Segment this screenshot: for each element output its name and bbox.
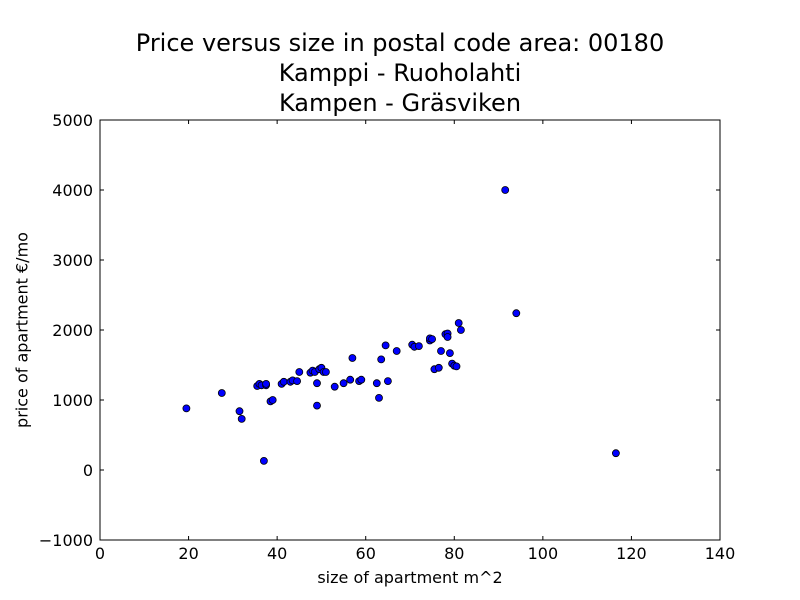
data-point [392, 347, 401, 355]
data-point [377, 355, 386, 364]
data-point [428, 335, 437, 344]
data-point [217, 389, 226, 397]
data-point [279, 377, 288, 386]
data-point [452, 362, 461, 371]
data-point [372, 379, 381, 388]
x-tick-label: 120 [616, 544, 647, 563]
data-point [414, 342, 423, 351]
data-point [295, 368, 304, 376]
data-point [268, 396, 277, 404]
data-point [235, 407, 244, 416]
y-tick-label: 2000 [52, 321, 93, 340]
data-point [454, 319, 463, 327]
data-point [381, 341, 390, 350]
data-point [259, 456, 268, 465]
x-tick-label: 140 [705, 544, 736, 563]
y-tick-label: 4000 [52, 181, 93, 200]
data-point [293, 377, 302, 386]
x-tick-label: 80 [444, 544, 464, 563]
y-axis-label: price of apartment €/mo [12, 232, 32, 428]
chart-title-line-1: Price versus size in postal code area: 0… [135, 29, 665, 57]
data-point [330, 382, 339, 391]
x-tick-label: 60 [356, 544, 376, 563]
x-tick-label: 40 [267, 544, 287, 563]
data-point [237, 414, 246, 423]
data-point [313, 379, 321, 388]
ticks-layer: 0 20 40 60 80 100 120 140−100001000200030004000… [39, 111, 735, 563]
x-tick-label: 100 [528, 544, 559, 563]
data-point [434, 363, 443, 372]
x-tick-label: 0 [95, 544, 105, 563]
data-point [501, 186, 510, 194]
data-point [443, 333, 452, 341]
data-point [445, 349, 454, 358]
data-point [456, 326, 465, 334]
chart-title-line-3: Kampen - Gräsviken [278, 89, 522, 117]
data-point [182, 404, 191, 413]
chart-title-line-2: Kamppi - Ruoholahti [278, 59, 522, 87]
data-point [348, 354, 357, 362]
y-tick-label: 1000 [52, 391, 93, 410]
data-point [437, 347, 445, 355]
y-tick-label: 3000 [52, 251, 93, 270]
data-point [346, 375, 355, 384]
y-tick-label: −1000 [39, 531, 93, 550]
data-point [339, 379, 348, 388]
x-tick-label: 20 [178, 544, 198, 563]
data-point [512, 309, 521, 318]
data-point [262, 379, 271, 388]
data-point [375, 393, 383, 402]
data-point [321, 368, 330, 376]
x-axis-label: size of apartment m^2 [317, 568, 503, 587]
y-tick-label: 5000 [52, 111, 93, 130]
data-point [357, 375, 366, 384]
data-point [612, 449, 620, 458]
y-tick-label: 0 [83, 461, 93, 480]
axes-frame [99, 119, 721, 541]
data-point [313, 401, 321, 410]
data-point [383, 377, 392, 386]
points-layer [182, 186, 620, 465]
